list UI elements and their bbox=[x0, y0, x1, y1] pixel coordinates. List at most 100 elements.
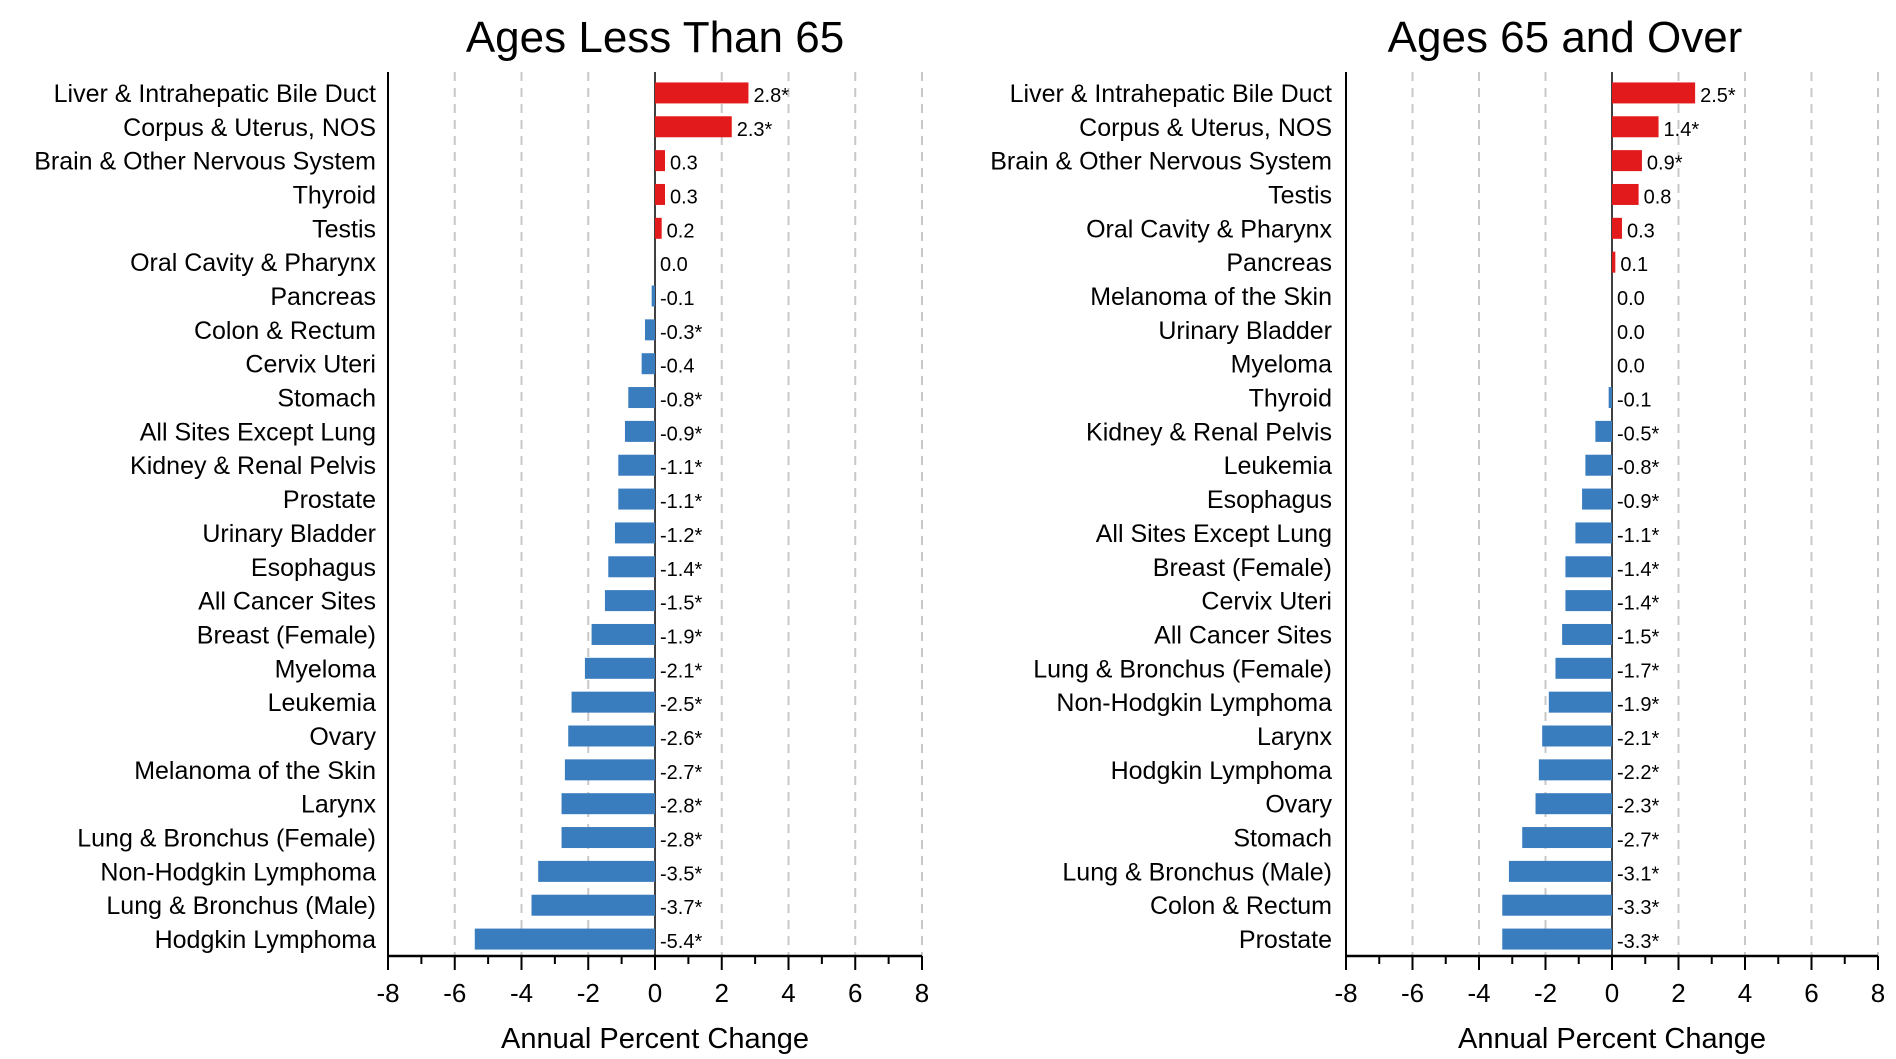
bar bbox=[1522, 827, 1612, 849]
data-label: -1.1* bbox=[1617, 525, 1659, 547]
bar bbox=[584, 657, 655, 679]
bar bbox=[1595, 420, 1612, 442]
data-label: -3.7* bbox=[660, 897, 702, 919]
bar bbox=[1612, 150, 1642, 172]
bar bbox=[1565, 556, 1612, 578]
data-label: -3.3* bbox=[1617, 931, 1659, 953]
data-label: 0.8 bbox=[1644, 186, 1672, 208]
category-label: Brain & Other Nervous System bbox=[34, 148, 376, 176]
category-label: Leukemia bbox=[268, 689, 376, 717]
category-label: Lung & Bronchus (Female) bbox=[1033, 655, 1332, 683]
category-label: Kidney & Renal Pelvis bbox=[1086, 418, 1332, 446]
data-label: 0.0 bbox=[1617, 322, 1645, 344]
bar bbox=[561, 827, 655, 849]
category-label: Hodgkin Lymphoma bbox=[1111, 757, 1333, 785]
data-label: -2.8* bbox=[660, 830, 702, 852]
category-label: Myeloma bbox=[275, 655, 377, 683]
data-label: -2.3* bbox=[1617, 796, 1659, 818]
data-label: -2.6* bbox=[660, 728, 702, 750]
category-label: Brain & Other Nervous System bbox=[990, 148, 1332, 176]
category-label: Breast (Female) bbox=[197, 621, 376, 649]
bar bbox=[644, 319, 655, 341]
bar bbox=[1562, 623, 1612, 645]
bar bbox=[1502, 894, 1612, 916]
category-label: Pancreas bbox=[270, 283, 376, 311]
data-label: -2.7* bbox=[1617, 830, 1659, 852]
category-label: Testis bbox=[1268, 181, 1332, 209]
bar bbox=[1548, 691, 1612, 713]
data-label: -2.2* bbox=[1617, 762, 1659, 784]
data-label: 0.2 bbox=[667, 220, 695, 242]
category-label: Prostate bbox=[283, 486, 376, 514]
category-label: Oral Cavity & Pharynx bbox=[1086, 215, 1332, 243]
category-label: Ovary bbox=[309, 723, 376, 751]
data-label: 0.3 bbox=[670, 186, 698, 208]
data-label: 0.0 bbox=[1617, 356, 1645, 378]
data-label: -0.3* bbox=[660, 322, 702, 344]
x-tick-label: 4 bbox=[1738, 978, 1752, 1008]
x-tick-label: 8 bbox=[1871, 978, 1885, 1008]
category-label: Colon & Rectum bbox=[1150, 892, 1332, 920]
category-label: Breast (Female) bbox=[1153, 554, 1332, 582]
x-tick-label: -8 bbox=[376, 978, 399, 1008]
data-label: -1.5* bbox=[1617, 626, 1659, 648]
bar bbox=[641, 353, 655, 375]
data-label: 0.1 bbox=[1620, 254, 1648, 276]
bar bbox=[655, 82, 749, 104]
bar bbox=[1542, 725, 1612, 747]
category-label: Cervix Uteri bbox=[1201, 588, 1332, 616]
bar bbox=[1555, 657, 1612, 679]
data-label: 0.0 bbox=[1617, 288, 1645, 310]
category-label: Urinary Bladder bbox=[202, 520, 376, 548]
x-tick-label: -2 bbox=[577, 978, 600, 1008]
category-label: Myeloma bbox=[1231, 351, 1333, 379]
data-label: 0.3 bbox=[1627, 220, 1655, 242]
bar bbox=[1608, 387, 1612, 409]
bar bbox=[1612, 251, 1616, 273]
chart-title: Ages 65 and Over bbox=[1388, 13, 1743, 62]
x-axis-title: Annual Percent Change bbox=[1458, 1023, 1766, 1054]
bar bbox=[571, 691, 655, 713]
x-tick-label: 8 bbox=[915, 978, 929, 1008]
category-label: Lung & Bronchus (Female) bbox=[77, 825, 376, 853]
category-label: Melanoma of the Skin bbox=[1090, 283, 1332, 311]
bar bbox=[1565, 590, 1612, 612]
category-label: All Cancer Sites bbox=[198, 588, 376, 616]
data-label: -3.3* bbox=[1617, 897, 1659, 919]
category-label: Liver & Intrahepatic Bile Duct bbox=[54, 80, 376, 108]
category-label: Urinary Bladder bbox=[1158, 317, 1332, 345]
bar bbox=[618, 454, 655, 476]
data-label: -0.4 bbox=[660, 356, 694, 378]
data-label: 2.5* bbox=[1700, 85, 1736, 107]
bar bbox=[531, 894, 655, 916]
category-label: Oral Cavity & Pharynx bbox=[130, 249, 376, 277]
data-label: -0.5* bbox=[1617, 423, 1659, 445]
category-label: Leukemia bbox=[1224, 452, 1332, 480]
category-label: All Sites Except Lung bbox=[140, 418, 376, 446]
bar bbox=[1582, 488, 1612, 510]
data-label: -1.4* bbox=[660, 559, 702, 581]
bar bbox=[628, 387, 655, 409]
bar bbox=[538, 860, 655, 882]
category-label: Pancreas bbox=[1226, 249, 1332, 277]
category-label: Kidney & Renal Pelvis bbox=[130, 452, 376, 480]
data-label: -0.1 bbox=[660, 288, 694, 310]
data-label: -2.5* bbox=[660, 694, 702, 716]
bar bbox=[655, 217, 662, 239]
category-label: Prostate bbox=[1239, 926, 1332, 954]
bar bbox=[568, 725, 655, 747]
category-label: Lung & Bronchus (Male) bbox=[1062, 858, 1332, 886]
bar bbox=[618, 488, 655, 510]
bar bbox=[1612, 82, 1696, 104]
data-label: -3.1* bbox=[1617, 863, 1659, 885]
bar bbox=[1535, 793, 1612, 815]
category-label: Non-Hodgkin Lymphoma bbox=[100, 858, 376, 886]
data-label: -0.1 bbox=[1617, 390, 1651, 412]
category-label: Colon & Rectum bbox=[194, 317, 376, 345]
category-label: Non-Hodgkin Lymphoma bbox=[1056, 689, 1332, 717]
data-label: -1.1* bbox=[660, 457, 702, 479]
bar bbox=[561, 793, 655, 815]
bar bbox=[1612, 217, 1622, 239]
